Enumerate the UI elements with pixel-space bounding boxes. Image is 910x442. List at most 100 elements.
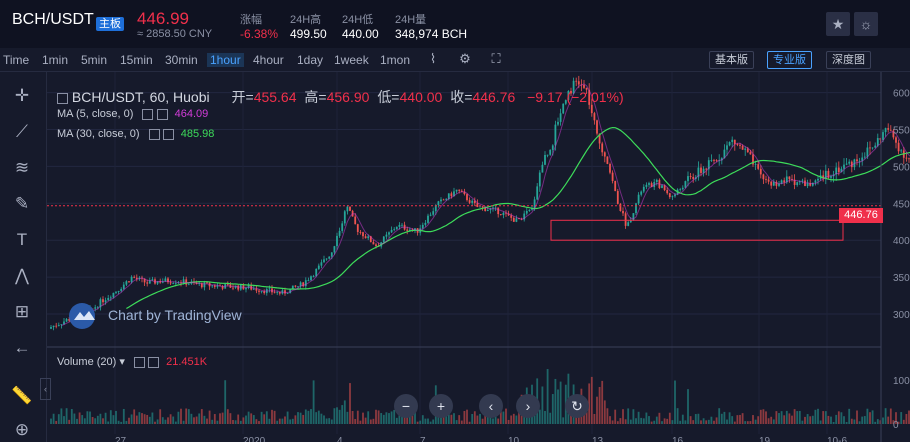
sun-icon[interactable]: ☼ — [854, 12, 878, 36]
candle-body — [273, 292, 276, 294]
settings-icon[interactable]: ⚙ — [459, 51, 471, 66]
volume-label[interactable]: Volume (20) — [57, 356, 117, 368]
candle-body — [289, 288, 292, 294]
brush-icon[interactable]: ✎ — [14, 194, 30, 213]
x-tick-label: 10-6 — [827, 436, 847, 442]
star-icon[interactable]: ★ — [826, 12, 850, 36]
scroll-left-icon[interactable]: ‹ — [479, 394, 503, 418]
volume-bar — [180, 408, 182, 424]
volume-bar — [843, 416, 845, 424]
interval-1hour[interactable]: 1hour — [207, 53, 244, 67]
view-pro[interactable]: 专业版 — [767, 51, 812, 69]
candle-body — [468, 200, 471, 203]
crosshair-icon[interactable]: ✛ — [14, 86, 30, 105]
candle-body — [892, 130, 895, 138]
candle-body — [874, 145, 877, 148]
interval-1mon[interactable]: 1mon — [380, 53, 411, 67]
volume-bar — [668, 412, 671, 424]
candle-body — [182, 279, 185, 284]
candle-body — [388, 232, 390, 235]
candle-body — [544, 154, 546, 165]
interval-4hour[interactable]: 4hour — [253, 53, 284, 67]
candle-body — [385, 234, 388, 237]
volume-bar — [640, 417, 643, 424]
ma5-close-icon[interactable] — [156, 108, 168, 120]
candle-body — [778, 183, 780, 186]
volume-bar — [642, 418, 645, 424]
volume-bar — [752, 415, 754, 424]
candle-body — [302, 282, 305, 287]
view-basic[interactable]: 基本版 — [709, 51, 754, 69]
ma5-settings-icon[interactable] — [142, 108, 154, 120]
volume-bar — [356, 410, 359, 424]
volume-bar — [73, 413, 76, 424]
candle-body — [637, 194, 640, 204]
candle-body — [876, 138, 879, 146]
fib-icon[interactable]: ≋ — [14, 158, 30, 177]
ruler-icon[interactable]: 📏 — [11, 386, 33, 405]
candle-body — [120, 288, 123, 291]
volume-bar — [681, 414, 684, 424]
candle-body — [276, 291, 279, 293]
y-tick-label: 450.00 — [893, 199, 910, 210]
time-label[interactable]: Time — [3, 53, 30, 67]
volume-bar — [432, 419, 435, 424]
volume-bar — [453, 413, 455, 424]
zoom-out-icon[interactable]: − — [394, 394, 418, 418]
pattern-icon[interactable]: ⋀ — [15, 266, 29, 285]
text-icon[interactable]: T — [16, 230, 28, 249]
volume-settings-icon[interactable] — [133, 356, 145, 368]
volume-bar — [822, 411, 825, 424]
scroll-right-icon[interactable]: › — [516, 394, 540, 418]
ma30-close-icon[interactable] — [162, 128, 174, 140]
candle-body — [593, 113, 596, 121]
candle-body — [221, 286, 224, 289]
indicator-icon[interactable]: ⌇ — [429, 51, 437, 66]
pair-name[interactable]: BCH/USDT — [12, 11, 94, 28]
ma30-settings-icon[interactable] — [148, 128, 160, 140]
volume-bar — [762, 409, 765, 424]
collapse-icon[interactable] — [57, 92, 68, 104]
view-depth[interactable]: 深度图 — [826, 51, 871, 69]
volume-bar — [281, 418, 284, 424]
volume-bars — [50, 369, 910, 424]
candle-body — [354, 216, 357, 225]
volume-bar — [629, 419, 632, 424]
interval-30min[interactable]: 30min — [165, 53, 198, 67]
price-chart[interactable]: 300.00 350.00 400.00 450.00 500.00 550.00 600.… — [47, 72, 910, 442]
fullscreen-icon[interactable]: ⛶ — [491, 51, 501, 66]
volume-bar — [733, 421, 736, 424]
candle-body — [710, 160, 713, 161]
candle-body — [52, 325, 55, 328]
volume-bar — [497, 418, 500, 424]
y-tick-label: 550.00 — [893, 126, 910, 137]
volume-bar — [499, 411, 502, 424]
zoom-icon[interactable]: ⊕ — [14, 420, 30, 439]
interval-5min[interactable]: 5min — [81, 53, 108, 67]
interval-1week[interactable]: 1week — [334, 53, 369, 67]
interval-1min[interactable]: 1min — [42, 53, 69, 67]
candle-body — [234, 285, 237, 288]
interval-15min[interactable]: 15min — [120, 53, 153, 67]
back-arrow-icon[interactable]: ← — [13, 338, 31, 357]
volume-bar — [104, 412, 107, 424]
interval-1day[interactable]: 1day — [297, 53, 324, 67]
volume-bar — [122, 408, 125, 424]
collapse-toolbar-handle[interactable]: ‹ — [40, 378, 51, 400]
candle-body — [830, 176, 832, 178]
x-tick-label: 10 — [508, 436, 520, 442]
volume-close-icon[interactable] — [148, 356, 160, 368]
volume-bar — [198, 413, 201, 424]
volume-bar — [479, 413, 481, 424]
volume-bar — [86, 411, 89, 424]
candle-body — [57, 325, 60, 326]
zoom-in-icon[interactable]: + — [429, 394, 453, 418]
candle-body — [772, 182, 775, 186]
volume-bar — [143, 414, 146, 424]
volume-bar — [811, 415, 814, 424]
chevron-down-icon[interactable]: ▾ — [119, 356, 125, 368]
reset-icon[interactable]: ↻ — [565, 394, 589, 418]
trend-line-icon[interactable]: ⟋ — [16, 122, 28, 141]
measure-icon[interactable]: ⊞ — [14, 302, 30, 321]
watermark-text[interactable]: Chart by TradingView — [108, 307, 242, 323]
